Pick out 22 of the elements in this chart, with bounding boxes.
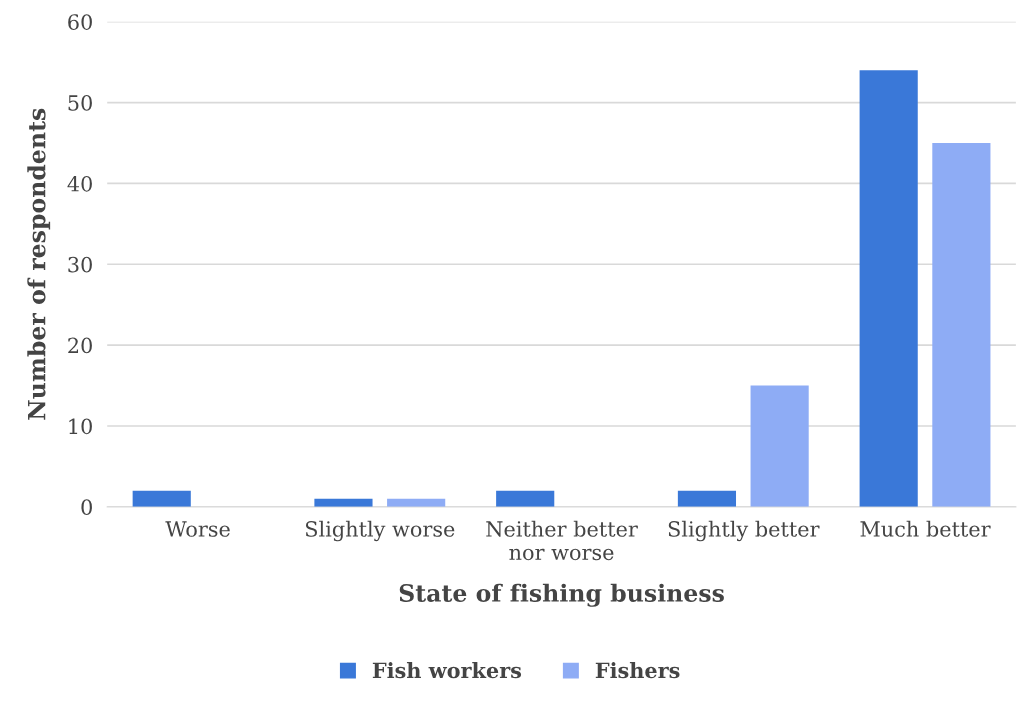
- y-tick-label: 0: [81, 499, 92, 516]
- y-tick-label: 60: [68, 14, 92, 30]
- bar: [859, 70, 918, 507]
- y-tick-label: 40: [67, 175, 92, 192]
- bar: [677, 490, 737, 507]
- x-tick-label: Slightly better: [668, 520, 820, 542]
- bar: [750, 385, 809, 507]
- bar: [932, 143, 991, 507]
- legend-label: Fish workers: [372, 662, 522, 679]
- y-axis-title: Number of respondents: [27, 108, 51, 420]
- y-tick-label: 20: [68, 337, 92, 354]
- bar: [496, 490, 555, 507]
- y-tick-label: 30: [68, 256, 92, 273]
- x-axis-title: State of fishing business: [399, 583, 724, 607]
- y-tick-label: 50: [68, 95, 92, 111]
- bar: [132, 490, 191, 507]
- x-tick-label: Neither better nor worse: [486, 520, 638, 561]
- x-tick-label: Slightly worse: [306, 520, 455, 542]
- x-tick-label: Worse: [165, 521, 230, 537]
- y-tick-label: 10: [69, 418, 92, 435]
- x-tick-label: Much better: [860, 520, 991, 537]
- legend-label: Fishers: [595, 662, 680, 679]
